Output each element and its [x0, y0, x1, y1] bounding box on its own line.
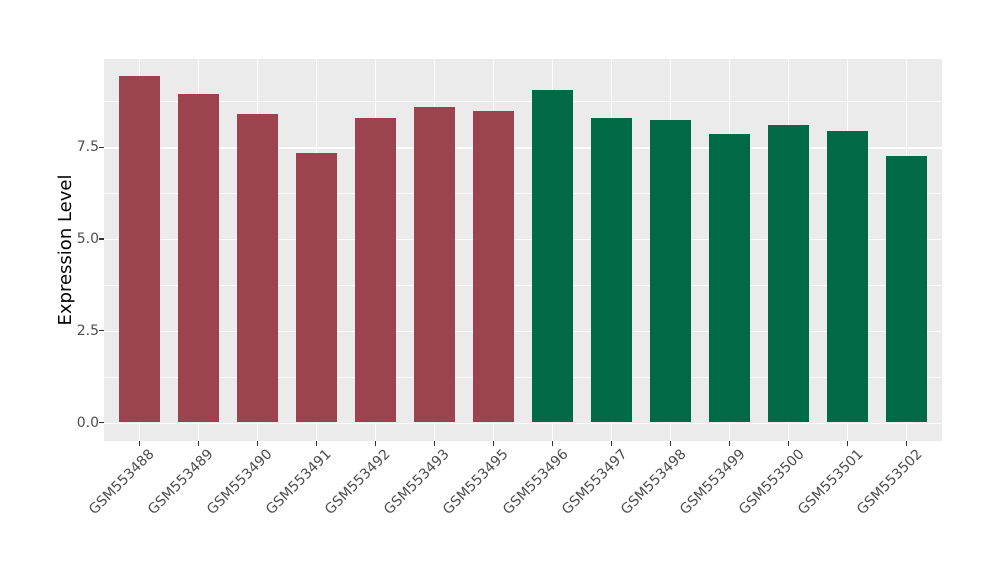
x-tick-mark [905, 441, 908, 446]
x-tick-mark [846, 441, 849, 446]
x-tick-mark [138, 441, 141, 446]
bar-GSM553492 [354, 117, 397, 423]
x-tick-mark [374, 441, 377, 446]
bar-GSM553490 [236, 114, 279, 423]
x-tick-label: GSM553490 [204, 446, 277, 518]
bar-GSM553491 [295, 152, 338, 423]
y-major-gridline [104, 147, 942, 149]
x-tick-label: GSM553498 [617, 446, 690, 518]
y-tick-mark [99, 330, 104, 332]
x-tick-label: GSM553497 [558, 446, 631, 518]
bar-GSM553496 [531, 90, 574, 423]
x-tick-label: GSM553499 [676, 446, 749, 518]
x-tick-label: GSM553501 [794, 446, 867, 518]
y-tick-label: 7.5 [76, 139, 99, 156]
bar-GSM553495 [472, 110, 515, 423]
x-tick-label: GSM553492 [322, 446, 395, 518]
x-tick-mark [256, 441, 259, 446]
bar-GSM553501 [826, 130, 869, 423]
y-tick-label: 0.0 [76, 414, 99, 431]
x-tick-mark [433, 441, 436, 446]
bar-GSM553489 [177, 94, 220, 423]
x-tick-label: GSM553488 [86, 446, 159, 518]
y-tick-mark [99, 421, 104, 424]
x-tick-label: GSM553500 [735, 446, 808, 518]
x-tick-label: GSM553502 [853, 446, 926, 518]
x-tick-mark [492, 441, 495, 446]
bar-GSM553488 [118, 75, 161, 423]
y-minor-gridline [104, 284, 942, 286]
x-tick-mark [197, 441, 200, 446]
x-tick-mark [551, 441, 554, 446]
x-tick-mark [728, 441, 731, 446]
y-major-gridline [104, 422, 942, 424]
x-tick-mark [610, 441, 613, 446]
bar-GSM553497 [590, 117, 633, 423]
bar-GSM553499 [708, 134, 751, 423]
bar-GSM553493 [413, 106, 456, 423]
y-minor-gridline [104, 101, 942, 103]
x-tick-label: GSM553495 [440, 446, 513, 518]
x-tick-label: GSM553496 [499, 446, 572, 518]
y-minor-gridline [104, 376, 942, 378]
y-minor-gridline [104, 193, 942, 194]
y-major-gridline [104, 239, 942, 241]
x-tick-label: GSM553491 [263, 446, 336, 518]
y-tick-label: 5.0 [76, 231, 99, 247]
x-tick-mark [669, 441, 672, 446]
bar-GSM553502 [885, 156, 928, 423]
y-tick-label: 2.5 [76, 322, 99, 339]
x-tick-label: GSM553493 [381, 446, 454, 518]
y-tick-mark [99, 146, 104, 148]
bar-GSM553500 [767, 125, 810, 423]
plot-panel [104, 59, 942, 441]
y-tick-mark [99, 238, 104, 240]
x-tick-mark [787, 441, 790, 446]
bar-GSM553498 [649, 119, 692, 423]
x-tick-label: GSM553489 [145, 446, 218, 518]
y-major-gridline [104, 330, 942, 333]
x-tick-mark [315, 441, 318, 446]
